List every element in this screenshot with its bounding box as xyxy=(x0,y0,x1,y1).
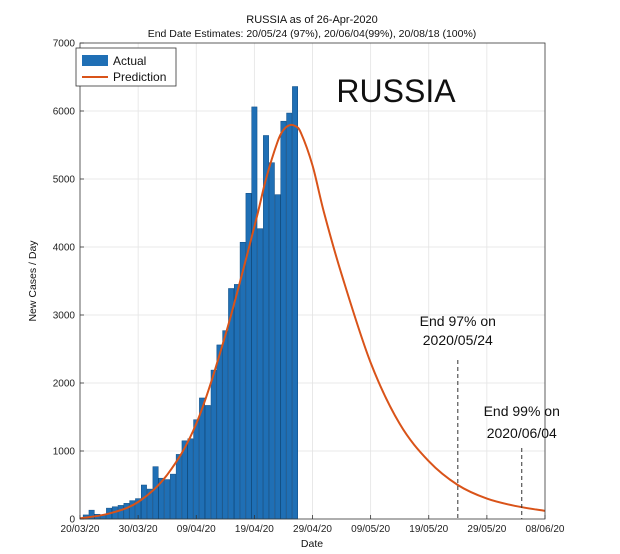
x-tick-label: 29/05/20 xyxy=(467,524,506,535)
bar xyxy=(263,135,269,520)
annotation-text: 2020/05/24 xyxy=(423,332,493,348)
annotation-text: End 97% on xyxy=(420,313,496,329)
y-axis-ticks: 0 1000 2000 3000 4000 5000 6000 7000 xyxy=(53,39,84,526)
bar xyxy=(193,419,200,520)
country-overlay-label: RUSSIA xyxy=(336,73,456,109)
legend-actual-swatch xyxy=(82,55,108,66)
bar xyxy=(292,86,298,520)
bar xyxy=(286,112,293,520)
bar xyxy=(117,505,124,520)
bar xyxy=(274,194,281,520)
x-tick-label: 30/03/20 xyxy=(119,524,158,535)
bar xyxy=(141,484,147,520)
x-tick-label: 19/05/20 xyxy=(409,524,448,535)
x-tick-label: 29/04/20 xyxy=(293,524,332,535)
bar xyxy=(164,479,171,520)
bar xyxy=(175,454,182,520)
annotation-texts: End 97% on 2020/05/24 End 99% on 2020/06/04 xyxy=(420,313,560,441)
x-tick-label: 08/06/20 xyxy=(526,524,565,535)
y-tick-label: 2000 xyxy=(53,379,76,390)
x-axis-ticks: 20/03/20 30/03/20 09/04/20 19/04/20 29/04/20… xyxy=(61,515,565,535)
bar xyxy=(251,106,258,520)
x-axis-label: Date xyxy=(301,538,323,550)
annotation-text: 2020/06/04 xyxy=(487,425,557,441)
x-tick-label: 09/04/20 xyxy=(177,524,216,535)
y-axis-label: New Cases / Day xyxy=(27,240,39,322)
chart-subtitle: End Date Estimates: 20/05/24 (97%), 20/0… xyxy=(148,28,477,40)
bar xyxy=(204,405,211,520)
legend-actual-label: Actual xyxy=(113,54,146,68)
legend-box xyxy=(75,47,177,87)
annotation-text: End 99% on xyxy=(484,403,560,419)
legend-prediction-label: Prediction xyxy=(113,70,166,84)
bar xyxy=(222,330,229,520)
bar xyxy=(268,162,275,520)
y-tick-label: 3000 xyxy=(53,311,76,322)
y-tick-label: 5000 xyxy=(53,175,76,186)
x-tick-label: 20/03/20 xyxy=(61,524,100,535)
bar xyxy=(210,369,217,520)
bar xyxy=(216,344,223,520)
x-tick-label: 09/05/20 xyxy=(351,524,390,535)
x-tick-label: 19/04/20 xyxy=(235,524,274,535)
chart-title: RUSSIA as of 26-Apr-2020 xyxy=(246,14,377,26)
plot-area xyxy=(79,42,546,520)
bar xyxy=(152,466,159,520)
bar xyxy=(234,284,240,520)
y-tick-label: 0 xyxy=(69,515,75,526)
bar-series-actual xyxy=(82,86,298,520)
bar xyxy=(239,241,246,520)
prediction-line xyxy=(79,123,546,520)
bar xyxy=(123,503,130,520)
bar xyxy=(187,438,194,520)
bar xyxy=(257,228,264,520)
y-tick-label: 7000 xyxy=(53,39,76,50)
y-tick-label: 6000 xyxy=(53,107,76,118)
bar xyxy=(280,120,287,520)
y-tick-label: 4000 xyxy=(53,243,76,254)
y-tick-label: 1000 xyxy=(53,447,76,458)
bar xyxy=(170,473,176,520)
legend: Actual Prediction xyxy=(75,47,177,87)
annotation-markers xyxy=(457,360,523,519)
